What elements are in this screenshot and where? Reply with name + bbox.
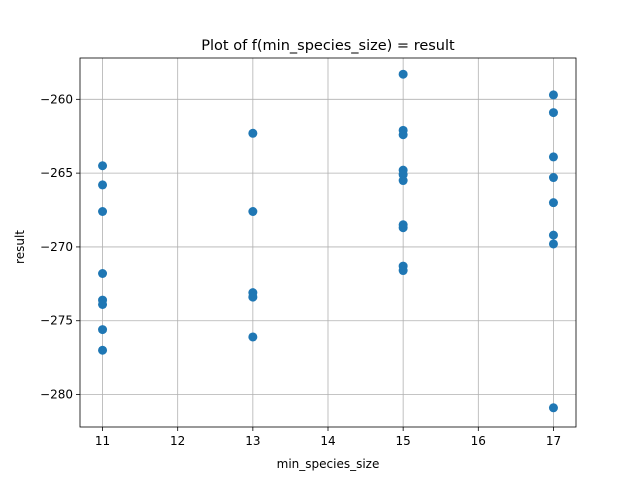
data-point [98,268,108,278]
chart-title: Plot of f(min_species_size) = result [201,38,455,54]
x-tick-label: 17 [546,434,561,448]
data-point [98,325,108,335]
data-point [248,332,258,342]
data-points [98,69,558,413]
data-point [98,345,108,355]
y-tick-label: −275 [40,314,73,328]
y-tick-label: −260 [40,92,73,106]
y-tick-label: −270 [40,240,73,254]
data-point [248,207,258,217]
data-point [248,292,258,302]
data-point [98,207,108,217]
data-point [398,69,408,79]
y-tick-label: −280 [40,388,73,402]
data-point [548,108,558,118]
data-point [548,198,558,208]
data-point [398,266,408,276]
data-point [98,161,108,171]
data-point [548,239,558,249]
x-tick-label: 12 [170,434,185,448]
x-tick-label: 11 [95,434,110,448]
x-tick-label: 14 [320,434,335,448]
data-point [398,223,408,233]
data-point [398,130,408,140]
data-point [98,180,108,190]
axes: 11 12 13 14 15 16 17 −260 −265 −270 −275 −280 [40,57,577,448]
y-tick-label: −265 [40,166,73,180]
x-axis-title: min_species_size [277,457,380,471]
data-point [548,90,558,100]
data-point [548,152,558,162]
data-point [548,173,558,183]
data-point [548,230,558,240]
x-tick-label: 15 [396,434,411,448]
grid-lines [80,58,576,427]
x-tick-label: 13 [245,434,260,448]
data-point [248,128,258,138]
y-axis-title: result [13,230,27,264]
data-point [548,403,558,413]
x-tick-label: 16 [471,434,486,448]
data-point [398,176,408,186]
data-point [98,299,108,309]
